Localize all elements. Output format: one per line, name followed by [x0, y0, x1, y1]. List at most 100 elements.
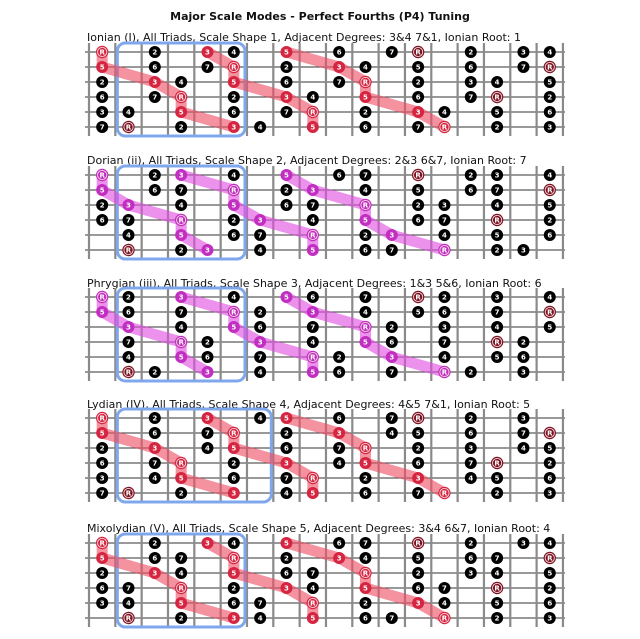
svg-text:R: R [178, 585, 184, 593]
svg-text:2: 2 [258, 309, 263, 317]
scale-note-7: 7 [254, 229, 267, 241]
svg-text:R: R [99, 49, 105, 57]
svg-text:5: 5 [363, 339, 368, 347]
svg-text:5: 5 [310, 369, 315, 377]
svg-text:3: 3 [442, 324, 447, 332]
svg-text:R: R [99, 540, 105, 548]
scale-note-5: 5 [491, 229, 504, 241]
scale-note-5: 5 [306, 487, 319, 499]
scale-note-7: 7 [438, 582, 451, 594]
scale-note-3: 3 [306, 184, 319, 196]
svg-text:R: R [547, 555, 553, 563]
svg-text:4: 4 [547, 294, 552, 302]
svg-text:7: 7 [310, 202, 315, 210]
svg-text:4: 4 [179, 324, 184, 332]
svg-text:7: 7 [152, 460, 157, 468]
scale-note-2: 2 [148, 412, 161, 424]
scale-note-6: 6 [517, 351, 530, 363]
svg-text:R: R [415, 172, 421, 180]
svg-text:5: 5 [416, 187, 421, 195]
scale-note-6: 6 [254, 321, 267, 333]
svg-text:6: 6 [468, 187, 473, 195]
root-note: R [306, 596, 320, 610]
svg-text:2: 2 [100, 445, 105, 453]
svg-text:7: 7 [363, 172, 368, 180]
scale-note-3: 3 [227, 612, 240, 624]
root-note: R [95, 45, 109, 59]
scale-note-4: 4 [438, 106, 451, 118]
svg-text:5: 5 [100, 64, 105, 72]
scale-note-5: 5 [96, 306, 109, 318]
mode-label-dorian: Dorian (ii), All Triads, Scale Shape 2, … [87, 154, 527, 167]
svg-text:4: 4 [231, 172, 236, 180]
scale-note-5: 5 [175, 351, 188, 363]
scale-note-6: 6 [359, 612, 372, 624]
svg-text:5: 5 [363, 585, 368, 593]
scale-note-2: 2 [122, 291, 135, 303]
svg-text:3: 3 [547, 490, 552, 498]
scale-note-5: 5 [412, 306, 425, 318]
svg-text:6: 6 [258, 324, 263, 332]
svg-text:4: 4 [442, 109, 447, 117]
scale-note-6: 6 [227, 597, 240, 609]
scale-note-6: 6 [280, 76, 293, 88]
scale-note-3: 3 [201, 244, 214, 256]
svg-text:7: 7 [100, 490, 105, 498]
svg-text:5: 5 [547, 324, 552, 332]
svg-text:3: 3 [468, 445, 473, 453]
scale-note-5: 5 [175, 229, 188, 241]
scale-note-2: 2 [148, 537, 161, 549]
scale-note-6: 6 [227, 106, 240, 118]
scale-note-4: 4 [175, 76, 188, 88]
root-note: R [438, 120, 451, 134]
scale-note-6: 6 [122, 306, 135, 318]
svg-text:7: 7 [442, 217, 447, 225]
root-note: R [359, 75, 372, 89]
fretboard-phrygian: R 2 3 4 5 6 7 R 2 3 4 5 6 7 R 2 3 4 5 6 7 R 3 4 5 6 7 R 2 3 4 5 7 R 2 3 4 5 6 7… [85, 286, 565, 383]
root-note: R [227, 183, 241, 197]
scale-note-2: 2 [491, 612, 504, 624]
svg-text:4: 4 [363, 64, 368, 72]
scale-note-7: 7 [359, 169, 372, 181]
svg-text:7: 7 [363, 294, 368, 302]
svg-text:3: 3 [231, 615, 236, 623]
svg-text:7: 7 [468, 94, 473, 102]
scale-note-6: 6 [464, 552, 477, 564]
scale-note-4: 4 [543, 537, 556, 549]
svg-text:3: 3 [310, 309, 315, 317]
svg-text:3: 3 [389, 232, 394, 240]
scale-note-7: 7 [280, 106, 293, 118]
svg-text:7: 7 [284, 109, 289, 117]
svg-text:4: 4 [521, 445, 526, 453]
svg-text:7: 7 [258, 354, 263, 362]
scale-note-6: 6 [359, 244, 372, 256]
svg-text:5: 5 [495, 475, 500, 483]
svg-text:5: 5 [231, 324, 236, 332]
svg-text:6: 6 [468, 64, 473, 72]
svg-text:3: 3 [284, 585, 289, 593]
root-note: R [411, 290, 425, 304]
scale-note-2: 2 [175, 121, 188, 133]
scale-note-7: 7 [175, 306, 188, 318]
root-note: R [122, 611, 135, 625]
scale-note-3: 3 [517, 366, 530, 378]
scale-note-2: 2 [359, 472, 372, 484]
scale-note-2: 2 [227, 214, 240, 226]
root-note: R [122, 365, 135, 379]
svg-text:6: 6 [231, 109, 236, 117]
svg-text:5: 5 [547, 445, 552, 453]
svg-text:6: 6 [310, 294, 315, 302]
triad-band [201, 412, 319, 499]
svg-text:3: 3 [310, 187, 315, 195]
scale-note-2: 2 [201, 336, 214, 348]
scale-note-2: 2 [464, 366, 477, 378]
svg-text:4: 4 [258, 124, 263, 132]
scale-note-7: 7 [464, 91, 477, 103]
svg-text:6: 6 [284, 570, 289, 578]
svg-text:6: 6 [389, 339, 394, 347]
scale-note-7: 7 [517, 61, 530, 73]
scale-note-5: 5 [543, 199, 556, 211]
scale-note-5: 5 [359, 91, 372, 103]
svg-text:2: 2 [337, 354, 342, 362]
scale-note-2: 2 [280, 61, 293, 73]
